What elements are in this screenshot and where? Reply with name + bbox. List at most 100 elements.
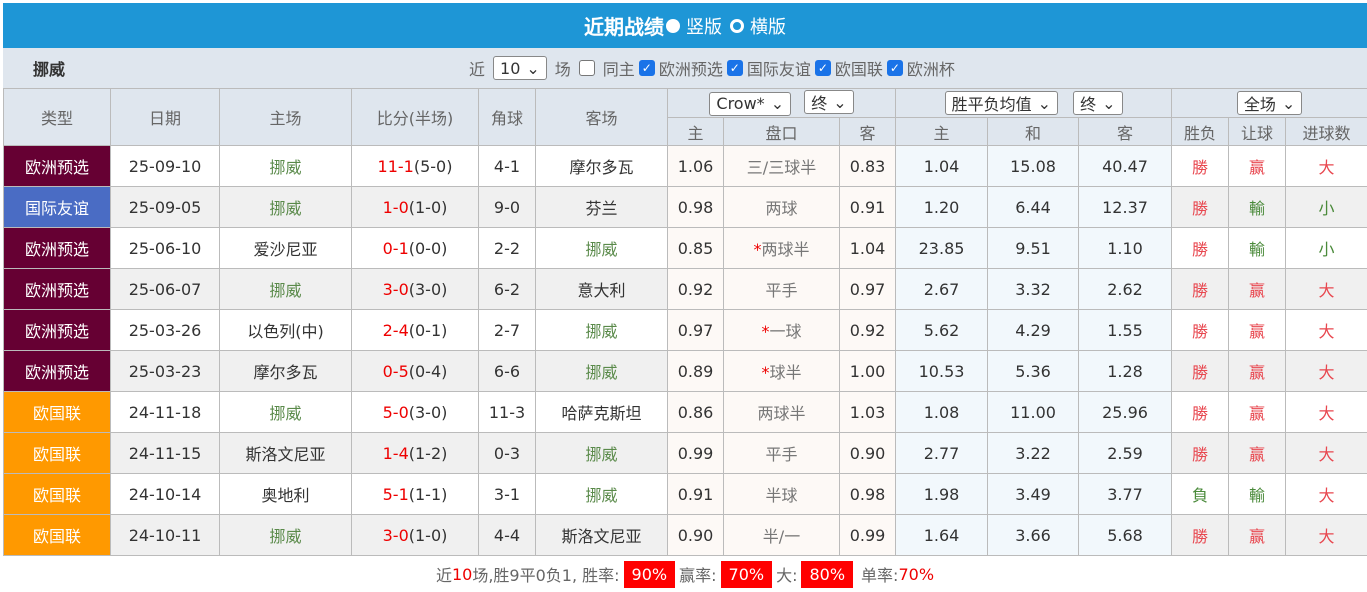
euro-away-odds: 40.47 <box>1079 146 1172 187</box>
away-team: 摩尔多瓦 <box>536 146 668 187</box>
home-team: 爱沙尼亚 <box>220 228 352 269</box>
company-value: Crow* <box>716 94 764 113</box>
full-score: 3-0 <box>383 280 409 299</box>
summary-text: 赢率: <box>679 562 716 586</box>
handicap-result: 赢 <box>1229 433 1286 474</box>
subcol-header: 盘口 <box>724 118 840 146</box>
league-checkbox-1[interactable]: ✓ <box>727 60 743 76</box>
euro-time-select[interactable]: 终⌄ <box>1073 91 1122 115</box>
home-team: 挪威 <box>220 515 352 556</box>
avg-select[interactable]: 胜平负均值⌄ <box>945 91 1058 115</box>
win-loss: 勝 <box>1172 433 1229 474</box>
home-team: 挪威 <box>220 146 352 187</box>
match-type: 欧国联 <box>4 515 111 556</box>
league-checkbox-0[interactable]: ✓ <box>639 60 655 76</box>
home-team: 摩尔多瓦 <box>220 351 352 392</box>
match-type: 欧洲预选 <box>4 228 111 269</box>
win-loss: 勝 <box>1172 228 1229 269</box>
same-home-checkbox[interactable] <box>579 60 595 76</box>
euro-home-odds: 1.20 <box>896 187 988 228</box>
panel-header: 近期战绩 竖版 横版 <box>3 3 1367 48</box>
asian-away-odds: 0.97 <box>840 269 896 310</box>
handicap-result: 輸 <box>1229 187 1286 228</box>
radio-vertical[interactable] <box>666 19 680 33</box>
filter-bar: 挪威 近 10⌄ 场 同主 ✓欧洲预选 ✓国际友谊 ✓欧国联 ✓欧洲杯 <box>3 48 1367 88</box>
handicap-line: 三/三球半 <box>724 146 840 187</box>
subcol-header: 进球数 <box>1286 118 1367 146</box>
half-score: (0-1) <box>409 321 448 340</box>
asian-away-odds: 1.03 <box>840 392 896 433</box>
home-team: 挪威 <box>220 187 352 228</box>
handicap-result: 赢 <box>1229 269 1286 310</box>
games-label: 场 <box>555 56 571 80</box>
handicap-line: 两球 <box>724 187 840 228</box>
matches-table: 类型 日期 主场 比分(半场) 角球 客场 Crow*⌄ 终⌄ 胜平负均值⌄ 终… <box>3 88 1367 556</box>
match-type: 欧洲预选 <box>4 269 111 310</box>
away-team: 挪威 <box>536 351 668 392</box>
win-loss: 勝 <box>1172 392 1229 433</box>
summary-text: 近 <box>436 562 452 586</box>
match-type: 欧洲预选 <box>4 310 111 351</box>
euro-draw-odds: 15.08 <box>988 146 1079 187</box>
euro-away-odds: 5.68 <box>1079 515 1172 556</box>
horizontal-label[interactable]: 横版 <box>750 13 786 39</box>
full-score: 3-0 <box>383 526 409 545</box>
away-team: 哈萨克斯坦 <box>536 392 668 433</box>
handicap-result: 赢 <box>1229 310 1286 351</box>
chevron-down-icon: ⌄ <box>526 59 539 78</box>
full-score: 5-1 <box>383 485 409 504</box>
asian-time-value: 终 <box>811 90 827 114</box>
handicap-line: 两球半 <box>724 392 840 433</box>
match-score: 1-4(1-2) <box>352 433 479 474</box>
full-score: 1-0 <box>383 198 409 217</box>
asian-away-odds: 0.83 <box>840 146 896 187</box>
euro-draw-odds: 3.32 <box>988 269 1079 310</box>
asian-away-odds: 0.91 <box>840 187 896 228</box>
chevron-down-icon: ⌄ <box>1038 94 1051 113</box>
same-home-label: 同主 <box>603 56 635 80</box>
vertical-label[interactable]: 竖版 <box>686 13 722 39</box>
home-team: 以色列(中) <box>220 310 352 351</box>
handicap-result: 赢 <box>1229 351 1286 392</box>
full-score: 5-0 <box>383 403 409 422</box>
away-team: 斯洛文尼亚 <box>536 515 668 556</box>
league-checkbox-3[interactable]: ✓ <box>887 60 903 76</box>
match-date: 25-06-10 <box>111 228 220 269</box>
league-checkbox-2[interactable]: ✓ <box>815 60 831 76</box>
corner-score: 2-7 <box>479 310 536 351</box>
league-label: 欧洲预选 <box>659 56 723 80</box>
full-score: 11-1 <box>378 157 414 176</box>
radio-horizontal[interactable] <box>730 19 744 33</box>
full-score: 0-5 <box>383 362 409 381</box>
subcol-header: 主 <box>896 118 988 146</box>
col-type: 类型 <box>4 89 111 146</box>
scope-select[interactable]: 全场⌄ <box>1237 91 1302 115</box>
match-date: 24-10-11 <box>111 515 220 556</box>
handicap-line: 半球 <box>724 474 840 515</box>
home-team: 挪威 <box>220 269 352 310</box>
match-count-select[interactable]: 10⌄ <box>493 56 547 80</box>
match-date: 25-03-26 <box>111 310 220 351</box>
goals-result: 小 <box>1286 228 1367 269</box>
summary-text: 场,胜9平0负1, 胜率: <box>472 562 619 586</box>
subcol-header: 让球 <box>1229 118 1286 146</box>
company-select[interactable]: Crow*⌄ <box>709 92 791 116</box>
asian-time-select[interactable]: 终⌄ <box>804 90 853 114</box>
euro-away-odds: 2.62 <box>1079 269 1172 310</box>
match-date: 24-11-15 <box>111 433 220 474</box>
match-date: 25-09-05 <box>111 187 220 228</box>
euro-home-odds: 1.64 <box>896 515 988 556</box>
corner-score: 6-6 <box>479 351 536 392</box>
corner-score: 4-1 <box>479 146 536 187</box>
